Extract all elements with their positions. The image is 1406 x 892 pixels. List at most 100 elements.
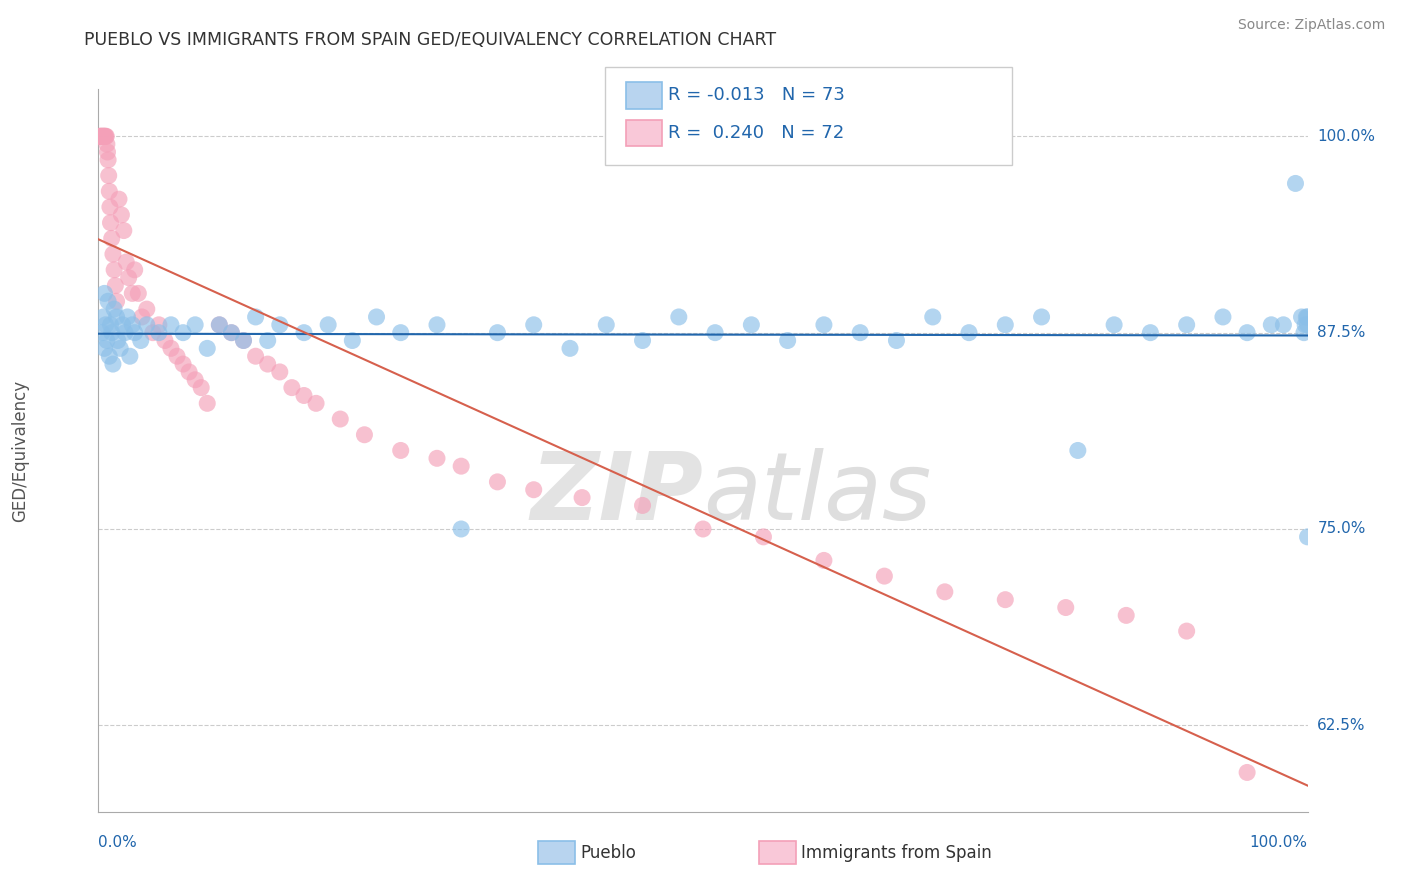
Text: Pueblo: Pueblo [581,844,637,862]
Text: 87.5%: 87.5% [1317,326,1365,340]
Point [232,334,254,348]
Point [595,318,617,332]
Point [91,326,114,340]
Point [129,334,152,348]
Point [97,153,120,167]
Point [245,349,267,363]
Point [110,208,132,222]
Point [316,318,339,332]
Point [366,310,388,324]
Point [426,318,449,332]
Point [98,349,121,363]
Text: PUEBLO VS IMMIGRANTS FROM SPAIN GED/EQUIVALENCY CORRELATION CHART: PUEBLO VS IMMIGRANTS FROM SPAIN GED/EQUI… [84,31,776,49]
Point [135,318,157,332]
Point [256,357,278,371]
Point [450,459,472,474]
Text: ZIP: ZIP [530,448,703,540]
Point [1284,177,1306,191]
Point [1272,318,1295,332]
Point [1296,318,1319,332]
Text: Source: ZipAtlas.com: Source: ZipAtlas.com [1237,18,1385,32]
Point [886,334,908,348]
Text: 0.0%: 0.0% [98,835,138,850]
Point [121,318,143,332]
Point [221,326,243,340]
Point [269,365,291,379]
Point [957,326,980,340]
Point [124,326,146,340]
Text: 100.0%: 100.0% [1250,835,1308,850]
Point [269,318,291,332]
Point [91,310,114,324]
Text: Immigrants from Spain: Immigrants from Spain [801,844,993,862]
Point [704,326,727,340]
Point [934,584,956,599]
Point [208,318,231,332]
Point [329,412,352,426]
Point [849,326,872,340]
Point [873,569,896,583]
Point [91,129,114,144]
Point [100,216,122,230]
Point [305,396,328,410]
Point [752,530,775,544]
Point [108,342,131,356]
Point [107,334,129,348]
Point [1260,318,1282,332]
Point [353,427,375,442]
Point [96,145,118,159]
Point [97,169,120,183]
Point [93,129,115,144]
Point [96,129,118,144]
Point [94,129,117,144]
Point [740,318,762,332]
Point [117,310,139,324]
Point [426,451,449,466]
Point [813,553,835,567]
Point [631,334,654,348]
Point [281,381,304,395]
Point [208,318,231,332]
Point [1139,326,1161,340]
Point [160,342,183,356]
Point [1212,310,1234,324]
Point [94,129,117,144]
Point [148,326,170,340]
Point [101,357,124,371]
Point [89,129,111,144]
Text: R = -0.013   N = 73: R = -0.013 N = 73 [668,87,845,104]
Text: R =  0.240   N = 72: R = 0.240 N = 72 [668,124,844,142]
Point [108,192,131,206]
Point [91,129,114,144]
Point [558,342,581,356]
Point [1236,326,1258,340]
Point [292,326,315,340]
Point [184,373,207,387]
Point [1296,310,1319,324]
Point [115,255,138,269]
Point [523,483,546,497]
Point [135,302,157,317]
Point [153,334,176,348]
Point [93,342,115,356]
Point [256,334,278,348]
Point [93,129,115,144]
Point [1067,443,1090,458]
Point [90,129,112,144]
Point [103,302,125,317]
Point [1292,326,1315,340]
Point [195,342,218,356]
Point [994,318,1017,332]
Point [96,334,118,348]
Point [118,270,141,285]
Point [94,318,117,332]
Point [692,522,714,536]
Point [112,223,135,237]
Point [105,310,128,324]
Point [103,263,125,277]
Point [124,263,146,277]
Point [98,184,121,198]
Point [172,357,194,371]
Point [1031,310,1053,324]
Point [100,326,122,340]
